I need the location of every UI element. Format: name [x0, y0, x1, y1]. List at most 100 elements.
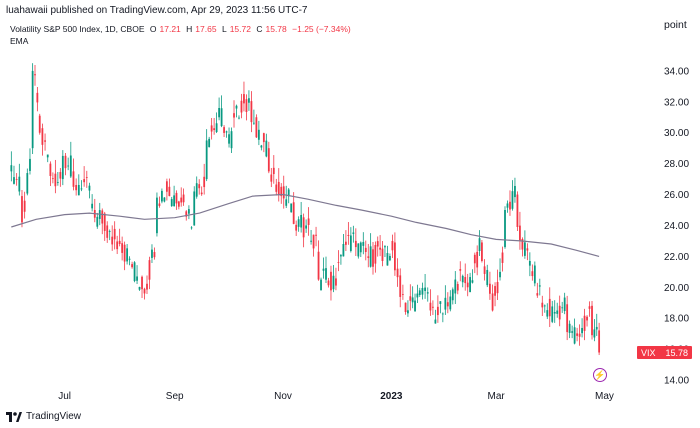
candle-body [551, 306, 554, 322]
candle-body [379, 247, 382, 250]
candle-body [396, 268, 399, 278]
candle-body [504, 210, 506, 248]
y-tick-label: 34.00 [664, 66, 689, 77]
brand-label: TradingView [26, 411, 82, 422]
candle-body [310, 240, 312, 242]
candle-body [245, 99, 248, 112]
candle-body [250, 101, 253, 123]
candle-body [228, 134, 230, 144]
candle-body [277, 181, 280, 196]
candle-body [499, 271, 501, 278]
candle-body [31, 70, 34, 149]
candle-body [563, 297, 566, 312]
candle-body [121, 243, 124, 253]
candle-body [213, 128, 216, 131]
candle-body [123, 244, 126, 262]
candle-body [15, 179, 18, 180]
candle-body [230, 131, 233, 149]
candle-body [389, 256, 391, 261]
candle-body [133, 262, 136, 282]
candle-body [337, 262, 340, 263]
candle-body [536, 293, 539, 296]
candle-body [188, 209, 190, 214]
candle-body [451, 289, 454, 301]
y-tick-label: 26.00 [664, 190, 689, 201]
candle-body [267, 148, 270, 172]
candle-body [394, 242, 396, 271]
candle-body [526, 248, 529, 251]
candle-body [260, 145, 263, 148]
candle-body [59, 172, 62, 179]
candle-body [41, 128, 44, 145]
tradingview-logo-icon [6, 411, 22, 422]
candle-body [257, 129, 260, 140]
candle-body [307, 218, 310, 225]
candle-body [161, 190, 163, 202]
candle-body [494, 286, 496, 296]
candle-body [369, 246, 372, 267]
candle-body [401, 294, 404, 295]
candle-body [509, 201, 511, 210]
symbol-legend[interactable]: Volatility S&P 500 Index, 1D, CBOE O 17.2… [10, 24, 354, 34]
candle-body [312, 234, 315, 249]
candle-body [255, 117, 258, 138]
candle-body [593, 329, 596, 338]
candles [10, 63, 601, 356]
candle-body [439, 301, 442, 304]
candle-body [352, 232, 355, 234]
candle-body [297, 219, 300, 227]
candle-body [344, 241, 347, 245]
ema-indicator-label[interactable]: EMA [10, 36, 29, 46]
candle-body [556, 310, 559, 314]
candle-body [553, 312, 556, 314]
candle-body [372, 249, 374, 267]
candle-body [83, 179, 86, 183]
candle-body [265, 140, 268, 157]
candle-body [362, 242, 365, 246]
candle-body [376, 241, 379, 247]
candle-body [113, 228, 116, 240]
candle-body [528, 261, 531, 266]
candle-body [506, 203, 509, 208]
candle-body [561, 307, 564, 309]
close-label: C [256, 24, 263, 34]
candle-body [424, 287, 426, 291]
candle-body [381, 248, 384, 261]
candle-body [116, 241, 119, 250]
candle-body [449, 296, 452, 310]
candle-body [190, 227, 193, 229]
candle-body [64, 155, 67, 169]
candle-body [459, 269, 462, 271]
tradingview-brand[interactable]: TradingView [6, 411, 81, 422]
candle-body [61, 155, 64, 180]
candle-body [404, 302, 407, 312]
candle-body [330, 271, 332, 291]
candle-body [501, 252, 504, 263]
y-tick-label: 14.00 [664, 376, 689, 387]
candle-body [203, 176, 206, 188]
candle-body [49, 163, 52, 176]
candle-body [456, 284, 459, 291]
candle-body [225, 131, 228, 133]
candle-body [454, 279, 457, 294]
candle-body [56, 182, 59, 183]
candle-body [88, 185, 91, 191]
candle-body [461, 275, 464, 283]
candle-body [128, 258, 131, 260]
x-tick-label: Nov [274, 391, 292, 402]
candle-body [18, 176, 21, 192]
candle-body [464, 277, 467, 284]
candle-body [305, 225, 308, 229]
candle-body [54, 173, 57, 187]
candle-body [243, 94, 245, 104]
candle-body [496, 281, 499, 294]
candle-body [386, 253, 389, 266]
candle-body [238, 117, 240, 119]
flash-icon[interactable]: ⚡ [593, 368, 607, 382]
candle-body [233, 113, 235, 118]
candle-body [317, 251, 320, 280]
candle-body [10, 165, 13, 172]
candle-body [141, 276, 143, 290]
candle-body [357, 243, 360, 257]
